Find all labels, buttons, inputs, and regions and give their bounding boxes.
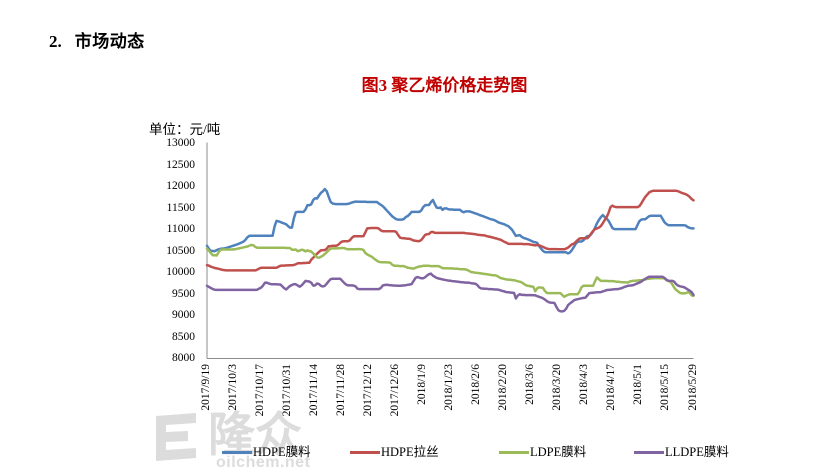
y-tick-label: 10000 [166,266,195,278]
x-tick-label: 2017/12/12 [362,364,375,417]
x-tick-label: 2018/3/6 [524,364,537,405]
x-tick-label: 2018/2/20 [497,364,510,411]
x-tick-label: 2018/4/3 [578,364,591,405]
legend-swatch-icon [350,451,380,454]
y-tick-label: 11000 [166,223,195,235]
watermark-logo-shape [156,413,196,461]
series-line-LDPE膜料 [205,243,695,299]
y-tick-label: 10500 [166,244,195,257]
y-tick-label: 9000 [172,309,195,321]
legend-swatch-icon [499,451,529,454]
x-tick-label: 2017/11/28 [335,364,348,416]
y-tick-label: 9500 [172,287,195,300]
section-number: 2. [49,32,62,51]
watermark-e-glyph [156,413,196,461]
y-tick-label: 8500 [172,330,195,343]
watermark-domain-text: oilchem.net [216,454,311,471]
y-tick-label: 11500 [166,201,195,214]
x-tick-label: 2018/4/17 [605,364,618,411]
chart-title: 图3 聚乙烯价格走势图 [361,76,528,95]
x-tick-label: 2017/12/26 [389,364,402,417]
legend-swatch-icon [634,451,664,454]
legend-label: HDPE拉丝 [381,445,439,459]
legend-swatch-icon [222,451,252,454]
x-tick-label: 2017/10/17 [254,364,267,417]
y-tick-label: 12500 [166,158,195,171]
x-tick-label: 2018/2/6 [470,364,483,405]
x-tick-label: 2017/10/3 [227,364,240,411]
y-tick-label: 13000 [166,137,195,149]
axis-unit-label: 单位：元/吨 [149,122,221,137]
legend-label: LLDPE膜料 [665,445,729,459]
x-tick-label: 2018/5/15 [659,364,672,411]
x-tick-label: 2018/5/29 [686,364,699,411]
chart-axes [206,142,694,359]
x-tick-label: 2018/1/23 [443,364,456,411]
y-tick-label: 12000 [166,180,195,192]
x-tick-label: 2017/11/14 [308,364,321,416]
section-title: 市场动态 [74,32,145,51]
series-line-HDPE膜料 [205,187,695,255]
series-line-LLDPE膜料 [205,272,695,313]
legend-label: LDPE膜料 [530,445,587,459]
legend-label: HDPE膜料 [253,445,311,459]
section-heading: 2. 市场动态 [49,27,145,52]
x-tick-label: 2017/9/19 [200,364,212,411]
x-tick-label: 2018/5/1 [632,364,645,405]
y-tick-label: 8000 [172,352,195,364]
series-line-HDPE拉丝 [205,189,695,272]
x-tick-label: 2017/10/31 [281,364,294,417]
x-tick-label: 2018/3/20 [551,364,564,411]
watermark-logo-icon [156,413,196,461]
x-tick-label: 2018/1/9 [416,364,429,405]
